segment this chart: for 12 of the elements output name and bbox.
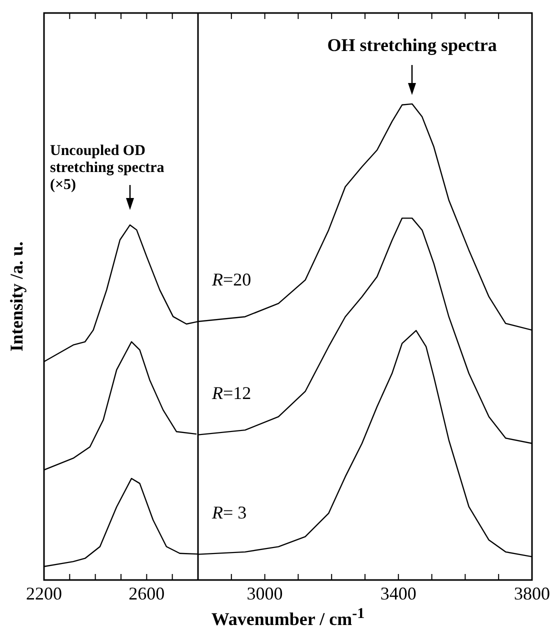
series-label: R=12 <box>211 382 252 403</box>
x-tick-label: 3800 <box>514 584 550 604</box>
x-axis-title: Wavenumber / cm$^{-1}$ <box>211 606 365 630</box>
x-tick-label: 3400 <box>380 584 416 604</box>
series-label: R=20 <box>211 269 252 290</box>
text: OH stretching spectra <box>327 34 497 55</box>
x-tick-label: 2200 <box>26 584 62 604</box>
series-label: R= 3 <box>211 502 247 522</box>
x-tick-label: 3000 <box>246 584 283 604</box>
x-tick-label: 2600 <box>128 584 165 604</box>
text: Uncoupled OD stretching spectra (×5) <box>50 142 165 193</box>
y-axis-title: Intensity /a. u. <box>6 241 27 352</box>
